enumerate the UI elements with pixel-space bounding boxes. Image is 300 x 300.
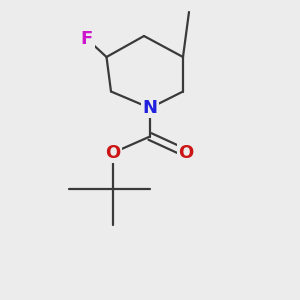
Text: O: O (178, 144, 194, 162)
Text: O: O (105, 144, 120, 162)
Text: F: F (81, 30, 93, 48)
Text: N: N (142, 99, 158, 117)
